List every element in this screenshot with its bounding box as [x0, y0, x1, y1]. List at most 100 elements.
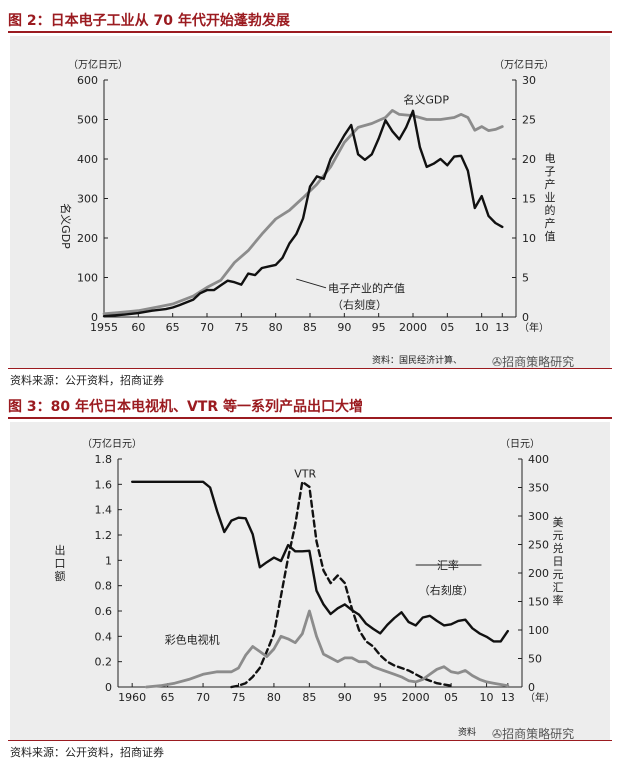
figure1-title: 图 2：日本电子工业从 70 年代开始蓬勃发展	[8, 13, 290, 29]
y-right-tick-label: 15	[522, 193, 536, 206]
y-left-tick-label: 600	[77, 74, 98, 87]
x-tick-label: 2000	[402, 691, 430, 704]
x-tick-label: 10	[480, 691, 494, 704]
y-right-tick-label: 20	[522, 153, 536, 166]
x-tick-label: 75	[231, 691, 245, 704]
y-left-tick-label: 0	[105, 681, 112, 694]
annotation-gdp: 名义GDP	[403, 93, 449, 107]
annotation-leader	[296, 278, 327, 289]
y-left-tick-label: 1.4	[95, 504, 113, 517]
x-tick-label: 95	[373, 691, 387, 704]
y-right-tick-label: 300	[528, 510, 549, 523]
x-tick-label: 13	[501, 691, 515, 704]
y-left-tick-label: 0.6	[95, 605, 113, 618]
wechat-icon: ✇	[492, 727, 503, 741]
y-right-unit: （万亿日元）	[494, 58, 554, 71]
x-tick-label: 1960	[118, 691, 146, 704]
y-left-tick-label: 400	[77, 153, 98, 166]
y-left-axis-title: 名义GDP	[59, 203, 73, 249]
x-tick-label: 90	[337, 321, 351, 334]
series-line-2	[144, 609, 510, 689]
y-left-tick-label: 1	[105, 554, 112, 567]
x-tick-label: 70	[196, 691, 210, 704]
x-tick-label: 65	[161, 691, 175, 704]
x-tick-label: 85	[303, 321, 317, 334]
x-tick-label: 05	[440, 321, 454, 334]
annotation-vtr: VTR	[294, 467, 316, 480]
y-right-axis-title: 美元兑日元汇率	[553, 516, 564, 607]
x-unit-label: （年）	[525, 691, 555, 704]
series-line-0	[130, 480, 509, 643]
figure2-title: 图 3：80 年代日本电视机、VTR 等一系列产品出口大增	[8, 399, 364, 415]
y-right-tick-label: 0	[528, 681, 535, 694]
y-right-tick-label: 350	[528, 482, 549, 495]
x-tick-label: 95	[372, 321, 386, 334]
x-tick-label: 80	[267, 691, 281, 704]
y-left-tick-label: 0.2	[95, 656, 113, 669]
figure1-panel: 0 100 200 300 400 500 600 0 5 10 15 20 25 30 1955 60 65 7…	[10, 36, 610, 368]
annotation-electronics: 电子产业的产值	[328, 281, 405, 295]
y-right-tick-label: 30	[522, 74, 536, 87]
figure1-watermark-text: 招商策略研究	[502, 355, 575, 369]
y-left-unit: （万亿日元）	[82, 437, 142, 450]
annotation-color-tv: 彩色电视机	[165, 632, 220, 646]
y-right-tick-label: 0	[522, 311, 529, 324]
y-left-tick-label: 100	[77, 272, 98, 285]
y-left-tick-label: 200	[77, 232, 98, 245]
x-tick-label: 75	[234, 321, 248, 334]
y-right-tick-label: 25	[522, 114, 536, 127]
x-tick-label: 70	[200, 321, 214, 334]
wechat-icon: ✇	[492, 355, 503, 369]
series-line-1	[230, 480, 453, 689]
x-tick-label: 60	[131, 321, 145, 334]
figure2-panel: 0 0.2 0.4 0.6 0.8 1 1.2 1.4 1.6 1.8 0 50 100 150 200 25…	[10, 422, 610, 740]
y-left-tick-label: 0.8	[95, 580, 113, 593]
y-left-tick-label: 0.4	[95, 630, 113, 643]
x-tick-label: 2000	[399, 321, 427, 334]
figure2-source: 资料来源：公开资料，招商证券	[10, 746, 164, 759]
figure1-source: 资料来源：公开资料，招商证券	[10, 374, 164, 387]
figure2-title-rule	[8, 417, 612, 419]
annotation-right-scale: （右刻度）	[419, 583, 474, 597]
series-line-0	[102, 109, 504, 316]
x-tick-label: 13	[495, 321, 509, 334]
y-left-tick-label: 1.6	[95, 478, 113, 491]
x-tick-label: 1955	[90, 321, 118, 334]
series-line-1	[102, 109, 504, 318]
figure2-source-rule	[8, 740, 612, 741]
y-right-unit: （日元）	[500, 438, 540, 450]
y-left-tick-label: 1.8	[95, 453, 113, 466]
y-right-tick-label: 5	[522, 272, 529, 285]
y-right-tick-label: 200	[528, 567, 549, 580]
x-tick-label: 85	[302, 691, 316, 704]
x-tick-label: 80	[269, 321, 283, 334]
y-right-tick-label: 250	[528, 539, 549, 552]
figure2-watermark: ✇招商策略研究	[492, 725, 574, 742]
y-left-tick-label: 0	[91, 311, 98, 324]
figure2-credit: 资料	[457, 728, 476, 738]
y-left-unit: （万亿日元）	[68, 58, 128, 71]
x-tick-label: 05	[444, 691, 458, 704]
annotation-right-scale: （右刻度）	[332, 298, 387, 312]
x-unit-label: （年）	[519, 321, 549, 334]
y-right-tick-label: 50	[528, 653, 542, 666]
x-tick-label: 90	[338, 691, 352, 704]
y-left-tick-label: 1.2	[95, 529, 113, 542]
figure2-watermark-text: 招商策略研究	[502, 727, 575, 741]
figure1-watermark: ✇招商策略研究	[492, 353, 574, 370]
y-right-tick-label: 400	[528, 453, 549, 466]
figure1-title-rule	[8, 31, 612, 33]
figure2-chart: 00.20.40.60.811.21.41.61.805010015020025…	[55, 437, 564, 704]
figure1-source-rule	[8, 368, 612, 369]
y-left-tick-label: 300	[77, 193, 98, 206]
figure1-credit: 资料：国民经济计算、	[371, 356, 462, 366]
y-right-tick-label: 100	[528, 624, 549, 637]
y-right-axis-title: 电子产业的产值	[545, 152, 556, 243]
x-tick-label: 65	[166, 321, 180, 334]
y-left-tick-label: 500	[77, 114, 98, 127]
y-right-tick-label: 10	[522, 232, 536, 245]
y-right-tick-label: 150	[528, 596, 549, 609]
y-left-axis-title: 出口额	[55, 543, 66, 583]
x-tick-label: 10	[475, 321, 489, 334]
